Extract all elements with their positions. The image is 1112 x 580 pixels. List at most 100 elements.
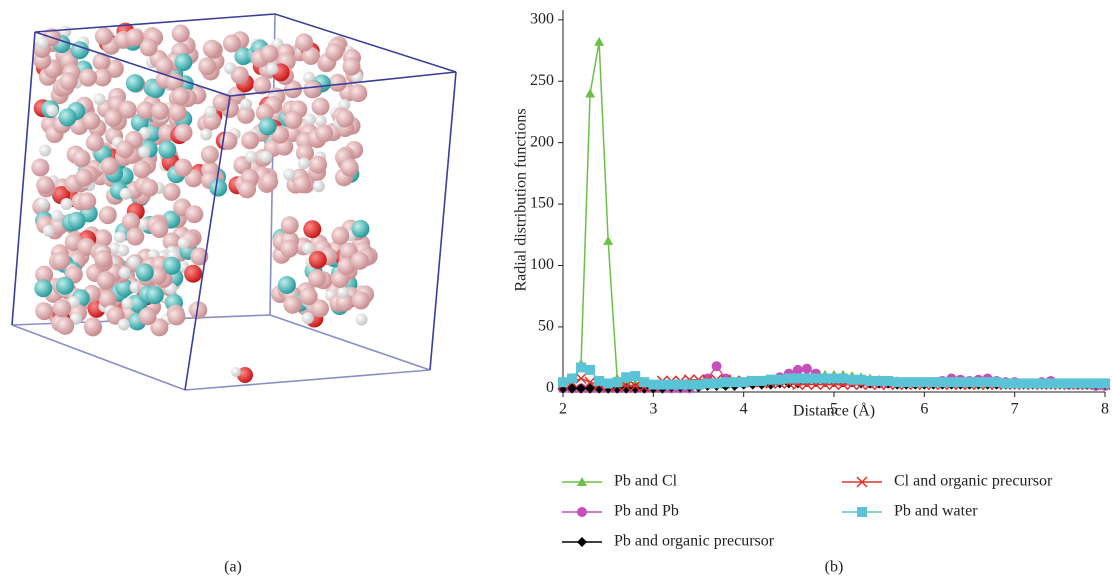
atom xyxy=(36,197,49,210)
atom xyxy=(98,206,117,225)
atom xyxy=(93,68,112,87)
data-point xyxy=(1036,378,1047,389)
atom xyxy=(126,227,145,246)
data-point xyxy=(657,379,668,390)
data-point xyxy=(919,377,930,388)
atom xyxy=(118,100,137,119)
y-tick-label: 200 xyxy=(530,133,554,150)
atom xyxy=(337,286,350,299)
atom xyxy=(51,209,64,222)
atom xyxy=(258,117,277,136)
data-point xyxy=(856,374,867,385)
atom xyxy=(67,296,80,309)
y-tick-label: 150 xyxy=(530,195,554,212)
atom xyxy=(340,158,359,177)
y-tick-label: 250 xyxy=(530,72,554,89)
data-point xyxy=(594,375,605,386)
legend-marker xyxy=(577,477,587,486)
plot: 0 50 100 150 200 250 300 2 3 4 5 6 7 8 xyxy=(530,10,1111,418)
atom xyxy=(104,108,123,127)
data-point xyxy=(964,377,975,388)
data-point xyxy=(584,376,596,388)
data-point xyxy=(1072,378,1083,389)
atom xyxy=(301,46,320,65)
atom xyxy=(78,192,97,211)
data-point xyxy=(738,377,749,388)
data-point xyxy=(892,377,903,388)
atom xyxy=(295,33,314,52)
atom xyxy=(189,301,208,320)
data-point xyxy=(603,378,614,389)
atom xyxy=(58,108,77,127)
atom xyxy=(202,39,221,58)
data-point xyxy=(575,372,587,385)
atom xyxy=(302,242,315,255)
box-edge xyxy=(429,71,457,371)
legend-marker xyxy=(857,507,867,517)
data-point xyxy=(847,374,858,385)
atom xyxy=(222,34,241,53)
atom xyxy=(177,237,190,250)
atom xyxy=(224,62,237,75)
atom xyxy=(253,76,272,95)
data-point xyxy=(711,378,722,389)
legend-label: Cl and organic precursor xyxy=(894,473,1053,490)
atom xyxy=(336,109,355,128)
panel-label: (b) xyxy=(825,559,844,576)
atom xyxy=(42,224,55,237)
atom xyxy=(121,212,140,231)
data-point xyxy=(648,379,659,390)
data-point xyxy=(666,379,677,390)
data-point xyxy=(702,378,713,389)
atom xyxy=(301,312,314,325)
data-point xyxy=(675,379,686,390)
data-point xyxy=(629,380,641,392)
atom xyxy=(236,105,255,124)
x-tick-label: 4 xyxy=(740,401,748,418)
atom xyxy=(150,220,169,239)
data-point xyxy=(729,377,740,388)
atom xyxy=(165,73,184,92)
atom xyxy=(60,197,73,210)
atom xyxy=(342,57,361,76)
atom xyxy=(171,24,190,43)
data-point xyxy=(1009,378,1020,389)
atom xyxy=(284,110,303,129)
data-point xyxy=(928,377,939,388)
atom xyxy=(31,158,50,177)
atom xyxy=(52,251,71,270)
series-line xyxy=(562,41,1105,390)
data-point xyxy=(801,363,812,374)
data-point xyxy=(639,377,650,388)
series xyxy=(558,362,1110,390)
atom xyxy=(315,124,334,143)
atom xyxy=(260,44,279,63)
data-point xyxy=(558,377,568,388)
atom xyxy=(303,113,316,126)
atom xyxy=(200,128,213,141)
y-tick-label: 50 xyxy=(538,318,554,335)
data-point xyxy=(937,377,948,388)
atom xyxy=(349,84,368,103)
data-point xyxy=(829,373,839,384)
atom xyxy=(93,93,106,106)
atom xyxy=(128,256,141,269)
atom xyxy=(171,87,190,106)
atom xyxy=(351,291,370,310)
atom xyxy=(328,73,347,92)
box-edge xyxy=(184,95,231,391)
atom xyxy=(74,168,93,187)
atom xyxy=(118,266,131,279)
atom xyxy=(115,140,134,159)
legend-marker xyxy=(577,507,587,517)
atom xyxy=(151,101,170,120)
y-tick-label: 300 xyxy=(530,10,554,27)
atom xyxy=(35,265,54,284)
legend-label: Pb and Cl xyxy=(614,473,678,490)
data-point xyxy=(838,373,849,384)
atom xyxy=(245,150,258,163)
atom xyxy=(79,68,98,87)
atom xyxy=(162,182,181,201)
legend-label: Pb and water xyxy=(894,503,978,520)
data-point xyxy=(874,375,885,386)
